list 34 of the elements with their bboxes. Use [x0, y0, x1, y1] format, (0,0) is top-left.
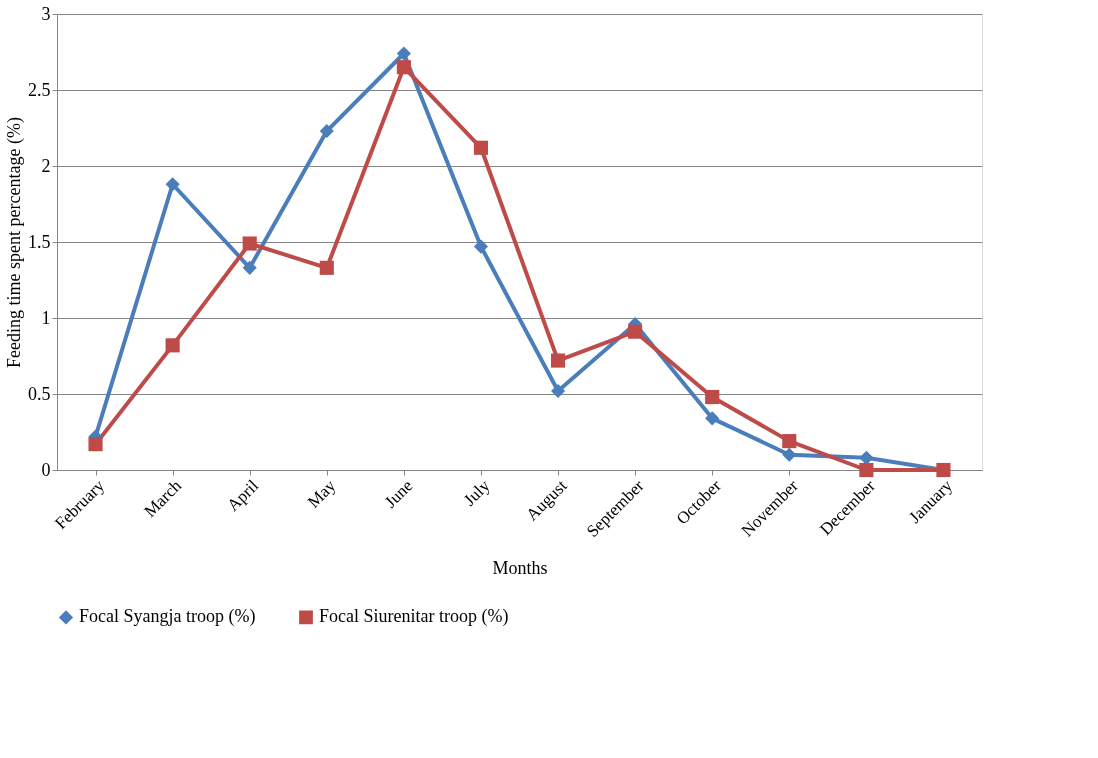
y-tick-label: 1.5 — [28, 231, 51, 252]
point — [396, 60, 411, 75]
point — [705, 411, 720, 426]
point — [473, 140, 489, 155]
x-tick-label: May — [303, 475, 340, 512]
point — [242, 236, 257, 251]
point — [859, 450, 874, 465]
point — [319, 260, 334, 275]
x-axis-title: Months — [492, 558, 548, 579]
point — [319, 123, 334, 139]
y-tick-label: 0.5 — [28, 383, 51, 404]
point — [550, 383, 566, 399]
y-tick-label: 1 — [41, 307, 51, 328]
legend-label: Focal Syangja troop (%) — [79, 606, 256, 628]
point — [628, 324, 643, 339]
point — [859, 462, 874, 478]
point — [782, 434, 797, 449]
point — [705, 389, 720, 405]
x-tick-label: July — [460, 475, 494, 510]
y-tick-label: 3 — [41, 3, 51, 24]
x-tick-label: June — [380, 476, 417, 512]
y-axis-title: Feeding time spent percentage (%) — [4, 117, 25, 368]
point — [396, 46, 411, 61]
y-tick-label: 2 — [41, 155, 51, 176]
point — [782, 447, 797, 462]
point — [165, 338, 180, 353]
point — [242, 260, 257, 275]
y-tick-label: 0 — [41, 459, 51, 480]
legend-label: Focal Siurenitar troop (%) — [319, 606, 509, 628]
point — [88, 437, 103, 452]
point — [550, 353, 566, 368]
point — [165, 177, 180, 192]
y-tick-label: 2.5 — [28, 79, 51, 100]
point — [473, 239, 489, 254]
